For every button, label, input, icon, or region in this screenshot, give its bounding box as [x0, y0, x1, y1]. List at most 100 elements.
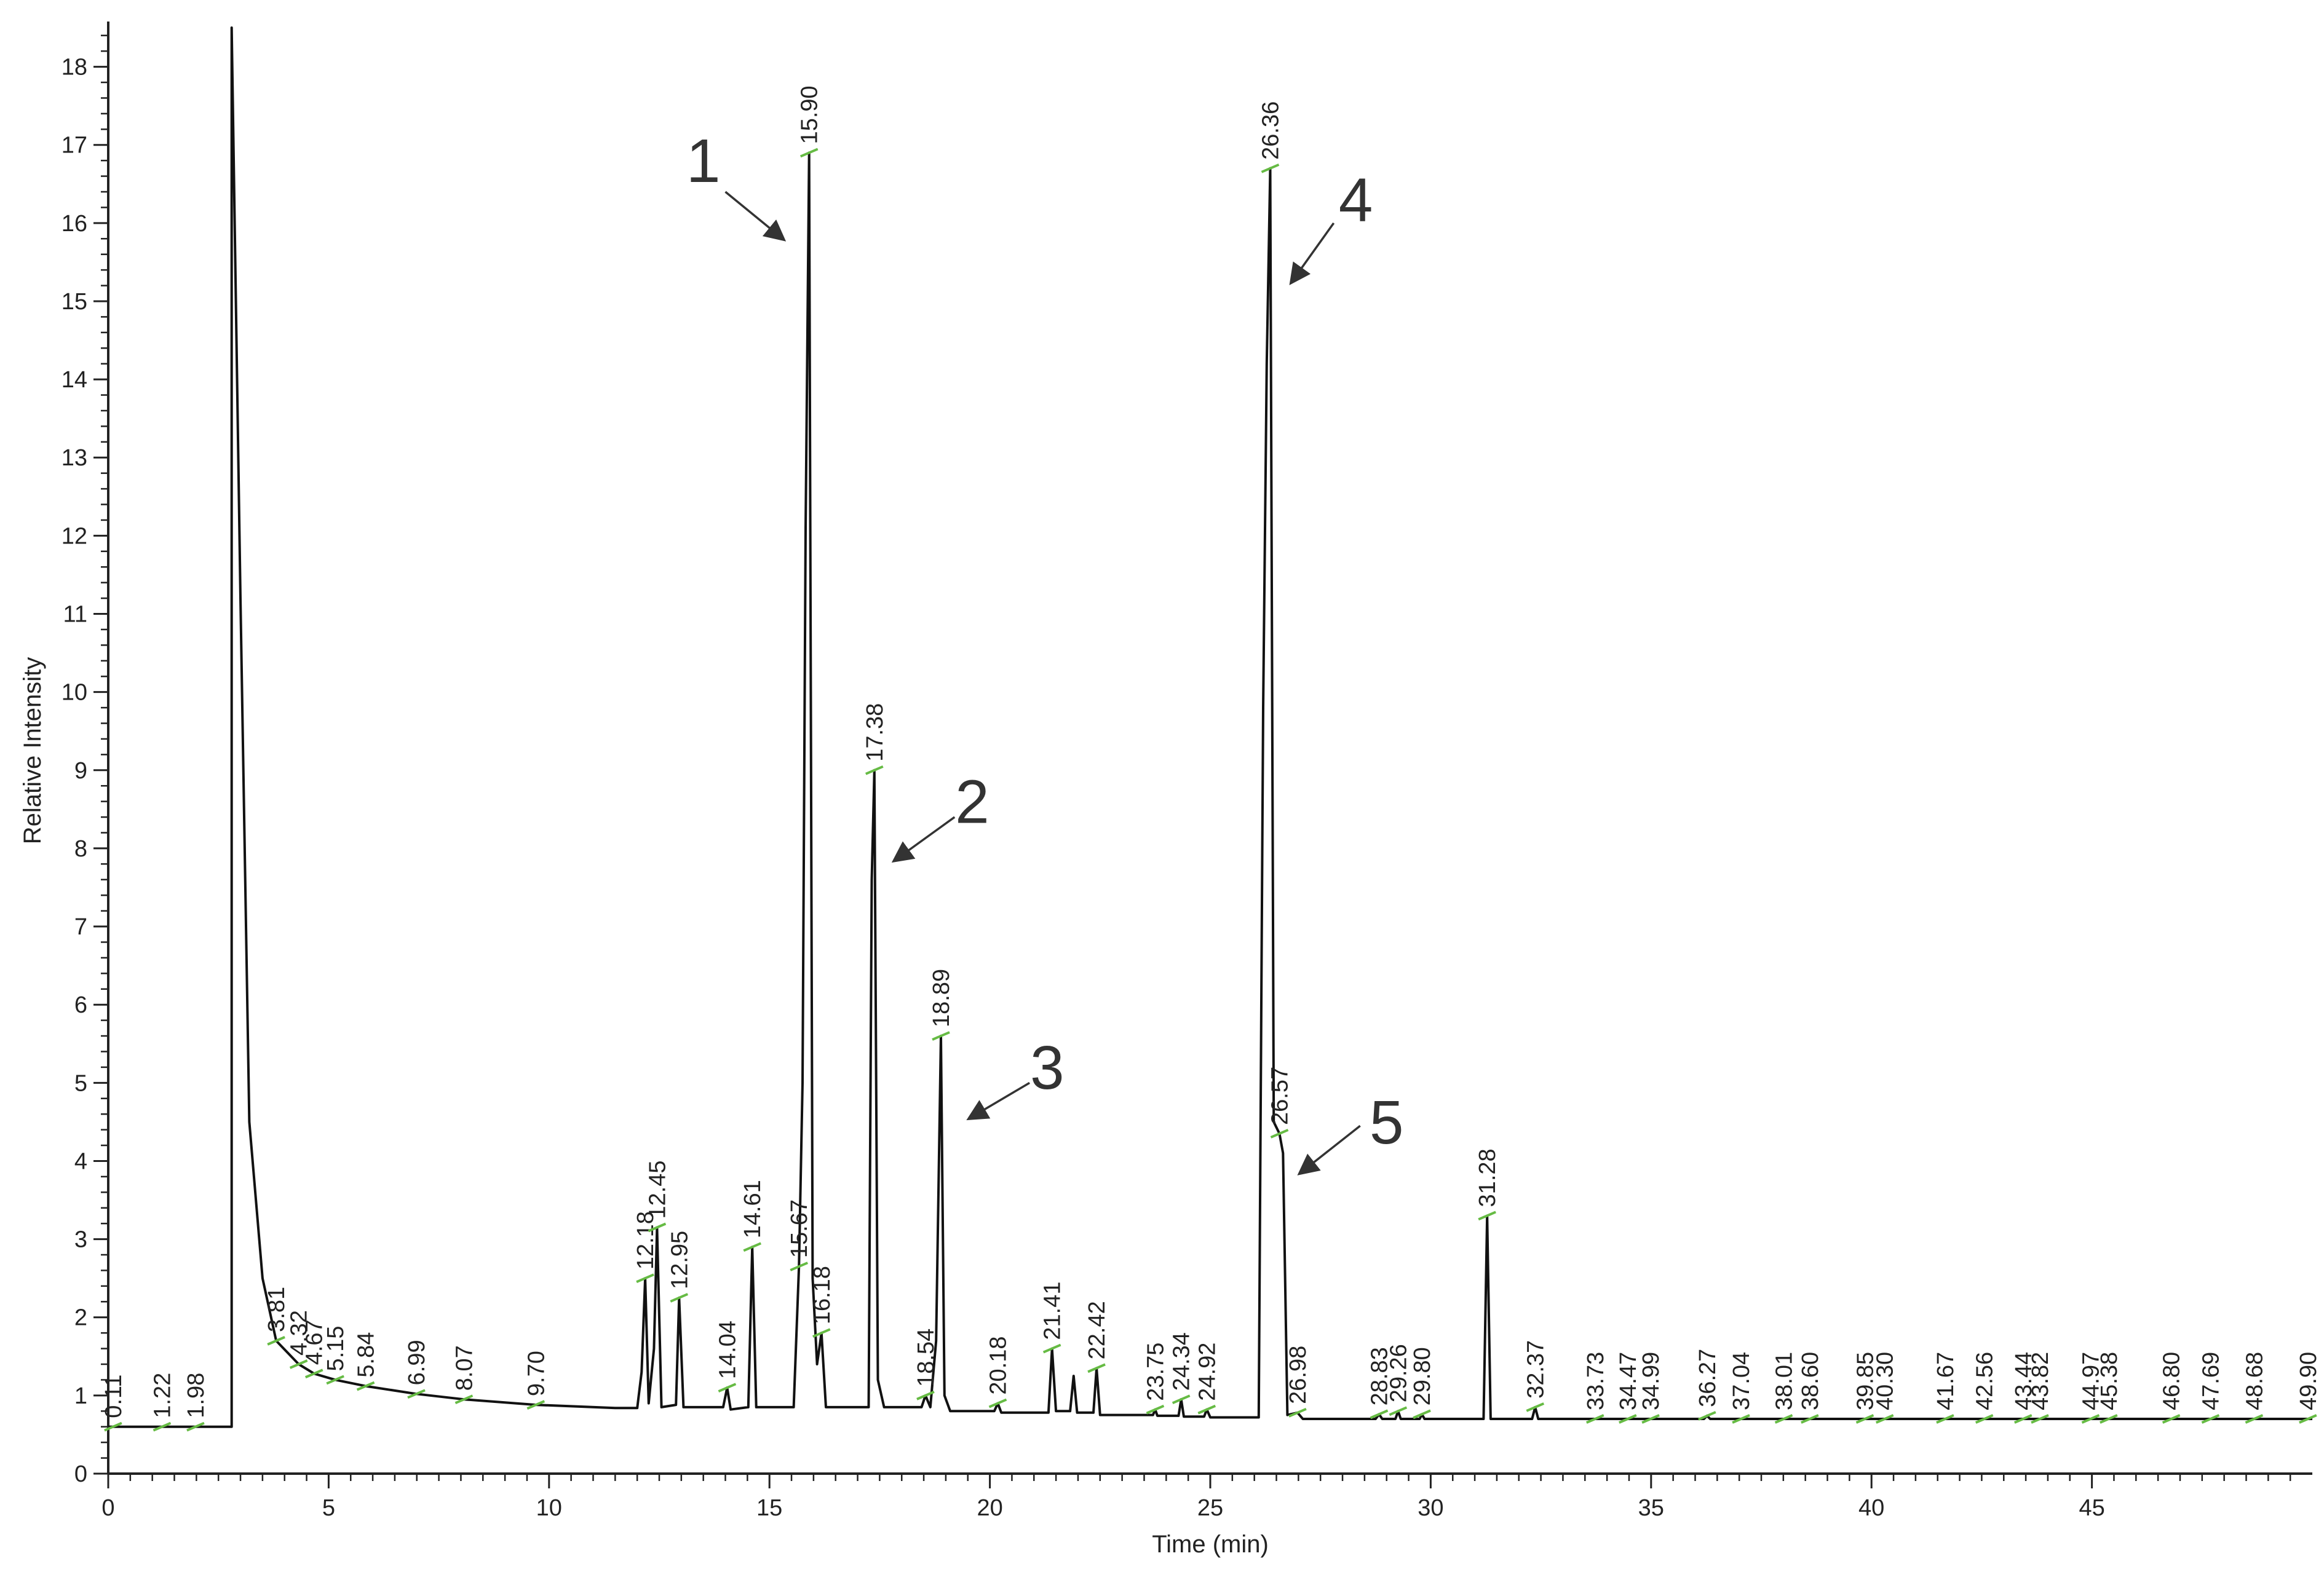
peak-label: 37.04 [1729, 1352, 1755, 1410]
peak-label: 22.42 [1084, 1301, 1110, 1359]
y-tick-label: 17 [61, 133, 87, 159]
peak-marker [1172, 1394, 1191, 1405]
x-tick-label: 25 [1197, 1495, 1223, 1521]
peak-marker [865, 765, 884, 775]
peak-marker [2201, 1414, 2220, 1424]
y-tick-label: 16 [61, 211, 87, 237]
peak-label: 42.56 [1972, 1352, 1998, 1410]
x-tick-label: 30 [1418, 1495, 1443, 1521]
x-axis-title: Time (min) [1152, 1531, 1269, 1558]
peak-label: 45.38 [2096, 1352, 2122, 1410]
peak-label: 26.57 [1267, 1067, 1293, 1125]
peak-label: 24.92 [1194, 1343, 1220, 1401]
peak-marker [1875, 1414, 1894, 1424]
x-tick-label: 15 [756, 1495, 782, 1521]
peak-marker [1087, 1363, 1106, 1373]
y-tick-label: 1 [74, 1383, 87, 1409]
y-tick-label: 4 [74, 1148, 87, 1174]
y-tick-label: 7 [74, 914, 87, 940]
peak-marker [2013, 1414, 2033, 1424]
peak-marker [1936, 1414, 1954, 1424]
peak-label: 39.85 [1852, 1352, 1878, 1410]
annotation-arrow [724, 191, 787, 242]
peak-label: 29.26 [1386, 1344, 1411, 1402]
peak-marker [988, 1398, 1007, 1408]
annotation-arrow [1297, 1124, 1361, 1175]
y-tick-label: 10 [61, 680, 87, 706]
y-tick-label: 13 [61, 445, 87, 471]
peak-label: 48.68 [2242, 1352, 2267, 1410]
peak-marker [1619, 1414, 1637, 1424]
x-axis: 0 5 10 15 20 25 30 35 40 45 [101, 1472, 2312, 1521]
peak-label: 12.45 [644, 1160, 670, 1218]
annotation-number: 2 [955, 768, 989, 837]
annotation-arrow [1289, 222, 1335, 285]
peak-label: 44.97 [2078, 1352, 2104, 1410]
y-tick-label: 2 [74, 1305, 87, 1331]
peak-marker [1585, 1414, 1604, 1424]
peak-marker [790, 1262, 809, 1271]
peak-marker [670, 1293, 689, 1303]
peak-marker [1774, 1414, 1793, 1424]
peak-marker [1389, 1406, 1408, 1416]
peak-label: 21.41 [1040, 1281, 1066, 1340]
peak-marker [153, 1421, 172, 1432]
x-tick-label: 35 [1638, 1495, 1664, 1521]
x-tick-label: 5 [322, 1495, 335, 1521]
peak-marker [1698, 1411, 1716, 1421]
peak-label: 26.98 [1285, 1346, 1311, 1404]
peak-label: 9.70 [523, 1351, 549, 1396]
y-tick-label: 8 [74, 836, 87, 862]
peak-label: 15.67 [787, 1199, 812, 1258]
peak-label: 4.32 [287, 1310, 312, 1356]
peak-marker [916, 1391, 935, 1400]
peak-marker [186, 1421, 205, 1432]
peak-marker [304, 1369, 323, 1379]
peak-label: 38.01 [1772, 1352, 1798, 1410]
peak-marker [526, 1400, 545, 1410]
x-tick-label: 10 [536, 1495, 562, 1521]
peak-marker [799, 148, 819, 158]
peak-marker [1801, 1414, 1819, 1424]
peak-marker [1288, 1407, 1307, 1418]
peak-label: 46.80 [2159, 1352, 2185, 1410]
y-tick-label: 5 [74, 1070, 87, 1096]
peak-label: 23.75 [1143, 1343, 1168, 1401]
peak-marker [1855, 1414, 1874, 1424]
peak-label: 17.38 [862, 703, 888, 762]
peak-marker [289, 1359, 308, 1369]
peak-label: 14.04 [715, 1321, 740, 1379]
peak-label: 38.60 [1798, 1352, 1823, 1410]
peak-marker [326, 1375, 344, 1385]
peak-label: 34.47 [1616, 1352, 1641, 1410]
annotation-number: 1 [686, 127, 721, 196]
peak-label: 1.22 [149, 1373, 175, 1418]
peak-label: 5.84 [354, 1332, 379, 1378]
y-tick-label: 18 [61, 55, 87, 81]
peak-label: 6.99 [404, 1340, 430, 1385]
annotation-arrow [966, 1081, 1031, 1121]
peak-label: 33.73 [1583, 1352, 1609, 1410]
peak-label: 40.30 [1873, 1352, 1898, 1410]
x-tick-label: 20 [977, 1495, 1002, 1521]
peak-marker [648, 1222, 667, 1233]
peak-label: 1.98 [183, 1373, 209, 1418]
y-tick-label: 11 [63, 602, 87, 628]
peak-label: 15.90 [797, 85, 823, 144]
peak-marker [743, 1242, 762, 1252]
annotation-number: 3 [1030, 1033, 1065, 1102]
peak-marker [1270, 1129, 1289, 1139]
peak-label: 4.67 [302, 1319, 328, 1365]
peak-marker [2031, 1414, 2049, 1424]
peak-label: 18.89 [929, 969, 954, 1027]
peak-marker [1413, 1409, 1431, 1420]
peak-label: 43.44 [2011, 1352, 2037, 1410]
annotation-number: 5 [1370, 1088, 1404, 1157]
trace-layer [108, 26, 2312, 1428]
peak-marker [1370, 1409, 1389, 1420]
y-tick-label: 14 [61, 367, 87, 393]
peak-marker [2162, 1414, 2181, 1424]
annotation-layer: 1 2 3 4 5 [686, 127, 1404, 1175]
y-tick-label: 12 [61, 523, 87, 549]
